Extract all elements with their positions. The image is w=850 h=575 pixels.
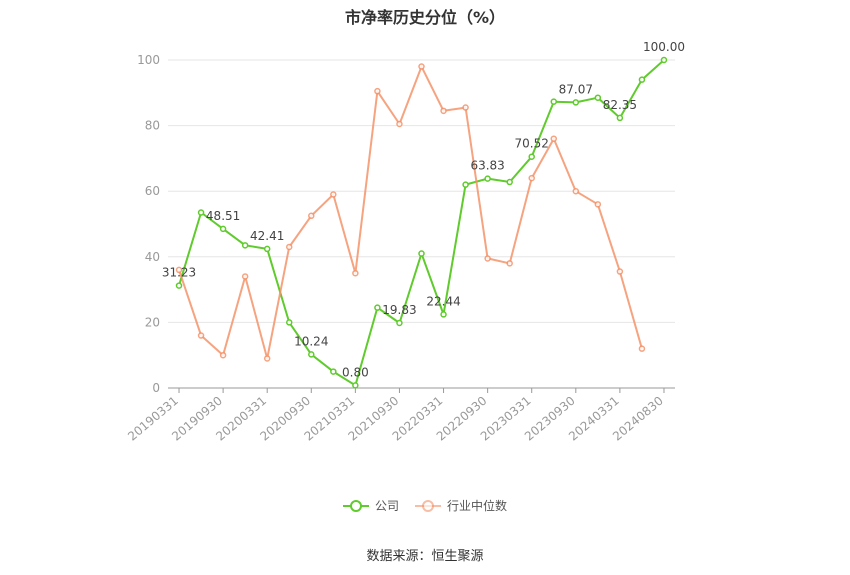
series-point-0 <box>175 282 183 289</box>
series-point-1 <box>352 269 359 277</box>
legend-item-company[interactable]: 公司 <box>342 497 399 514</box>
series-point-0 <box>418 250 425 257</box>
series-point-1 <box>308 212 315 220</box>
series-point-1 <box>396 120 403 128</box>
series-point-0 <box>550 98 558 105</box>
legend: 公司 行业中位数 <box>0 497 850 514</box>
data-label: 70.52 <box>515 137 549 151</box>
data-label: 87.07 <box>559 82 593 96</box>
y-tick-label: 40 <box>145 250 160 264</box>
series-point-0 <box>594 94 602 101</box>
chart-title: 市净率历史分位（%） <box>344 8 506 27</box>
data-label: 82.35 <box>603 98 637 112</box>
data-label: 48.51 <box>206 209 240 223</box>
data-label: 42.41 <box>250 229 284 243</box>
series-point-0 <box>484 175 491 182</box>
legend-company-icon <box>342 499 369 512</box>
series-point-0 <box>263 245 271 253</box>
data-labels: 31.23 48.51 42.41 10.24 0.80 19.83 22.44 63.83 7… <box>162 40 685 379</box>
series-point-1 <box>263 355 271 362</box>
y-tick-label: 80 <box>145 119 160 133</box>
series-point-0 <box>462 181 469 188</box>
series-point-1 <box>197 332 205 339</box>
x-axis: 2019033120190930202003312020093020210331… <box>125 387 675 444</box>
series-point-0 <box>616 114 624 122</box>
legend-company-label: 公司 <box>374 499 399 513</box>
series-point-1 <box>374 87 381 95</box>
data-label: 100.00 <box>643 40 685 54</box>
series-point-1 <box>528 174 535 182</box>
series-point-0 <box>396 319 403 327</box>
series-point-0 <box>308 351 315 358</box>
data-label: 19.83 <box>382 303 416 317</box>
series-point-1 <box>484 255 491 262</box>
series-point-0 <box>219 225 227 233</box>
series-point-0 <box>638 76 646 83</box>
series-point-1 <box>462 104 469 111</box>
series-point-0 <box>197 209 205 216</box>
series-point-1 <box>506 260 513 267</box>
series-point-1 <box>330 191 337 198</box>
series-point-1 <box>572 187 580 195</box>
legend-industry-icon <box>415 499 441 512</box>
series-point-0 <box>572 99 580 106</box>
series-point-1 <box>550 135 558 142</box>
series-point-1 <box>285 243 293 251</box>
series-point-0 <box>528 153 535 160</box>
series-point-0 <box>352 382 359 389</box>
series-point-1 <box>594 201 602 208</box>
data-label: 22.44 <box>426 294 460 308</box>
series-point-1 <box>418 63 425 70</box>
series-line-0 <box>178 59 665 387</box>
series-point-1 <box>638 345 646 352</box>
series-point-1 <box>175 266 183 274</box>
series-point-0 <box>285 319 293 326</box>
series-point-1 <box>616 268 624 275</box>
y-tick-label: 60 <box>145 184 160 198</box>
data-label: 63.83 <box>470 159 504 173</box>
legend-item-industry[interactable]: 行业中位数 <box>415 497 507 514</box>
series-point-0 <box>330 368 337 375</box>
series-point-0 <box>374 304 381 311</box>
series-point-1 <box>241 273 249 280</box>
series-point-1 <box>219 351 227 359</box>
y-tick-label: 20 <box>145 315 160 329</box>
y-axis: 0 20 40 60 80 100 <box>137 53 160 395</box>
data-label: 0.80 <box>342 365 369 379</box>
y-tick-label: 0 <box>152 381 160 395</box>
series-point-0 <box>506 178 513 186</box>
series-point-0 <box>660 56 668 64</box>
series-point-0 <box>241 242 249 249</box>
data-label: 31.23 <box>162 266 196 280</box>
chart-area: 0 20 40 60 80 100 201903312019093020200331202… <box>125 40 685 444</box>
series-line-1 <box>178 65 643 360</box>
data-label: 10.24 <box>294 334 328 348</box>
series-group <box>175 56 668 389</box>
y-tick-label: 100 <box>137 53 160 67</box>
data-source: 数据来源：恒生聚源 <box>366 549 484 564</box>
legend-industry-label: 行业中位数 <box>447 499 508 513</box>
series-point-0 <box>440 311 447 318</box>
series-point-1 <box>440 107 447 115</box>
